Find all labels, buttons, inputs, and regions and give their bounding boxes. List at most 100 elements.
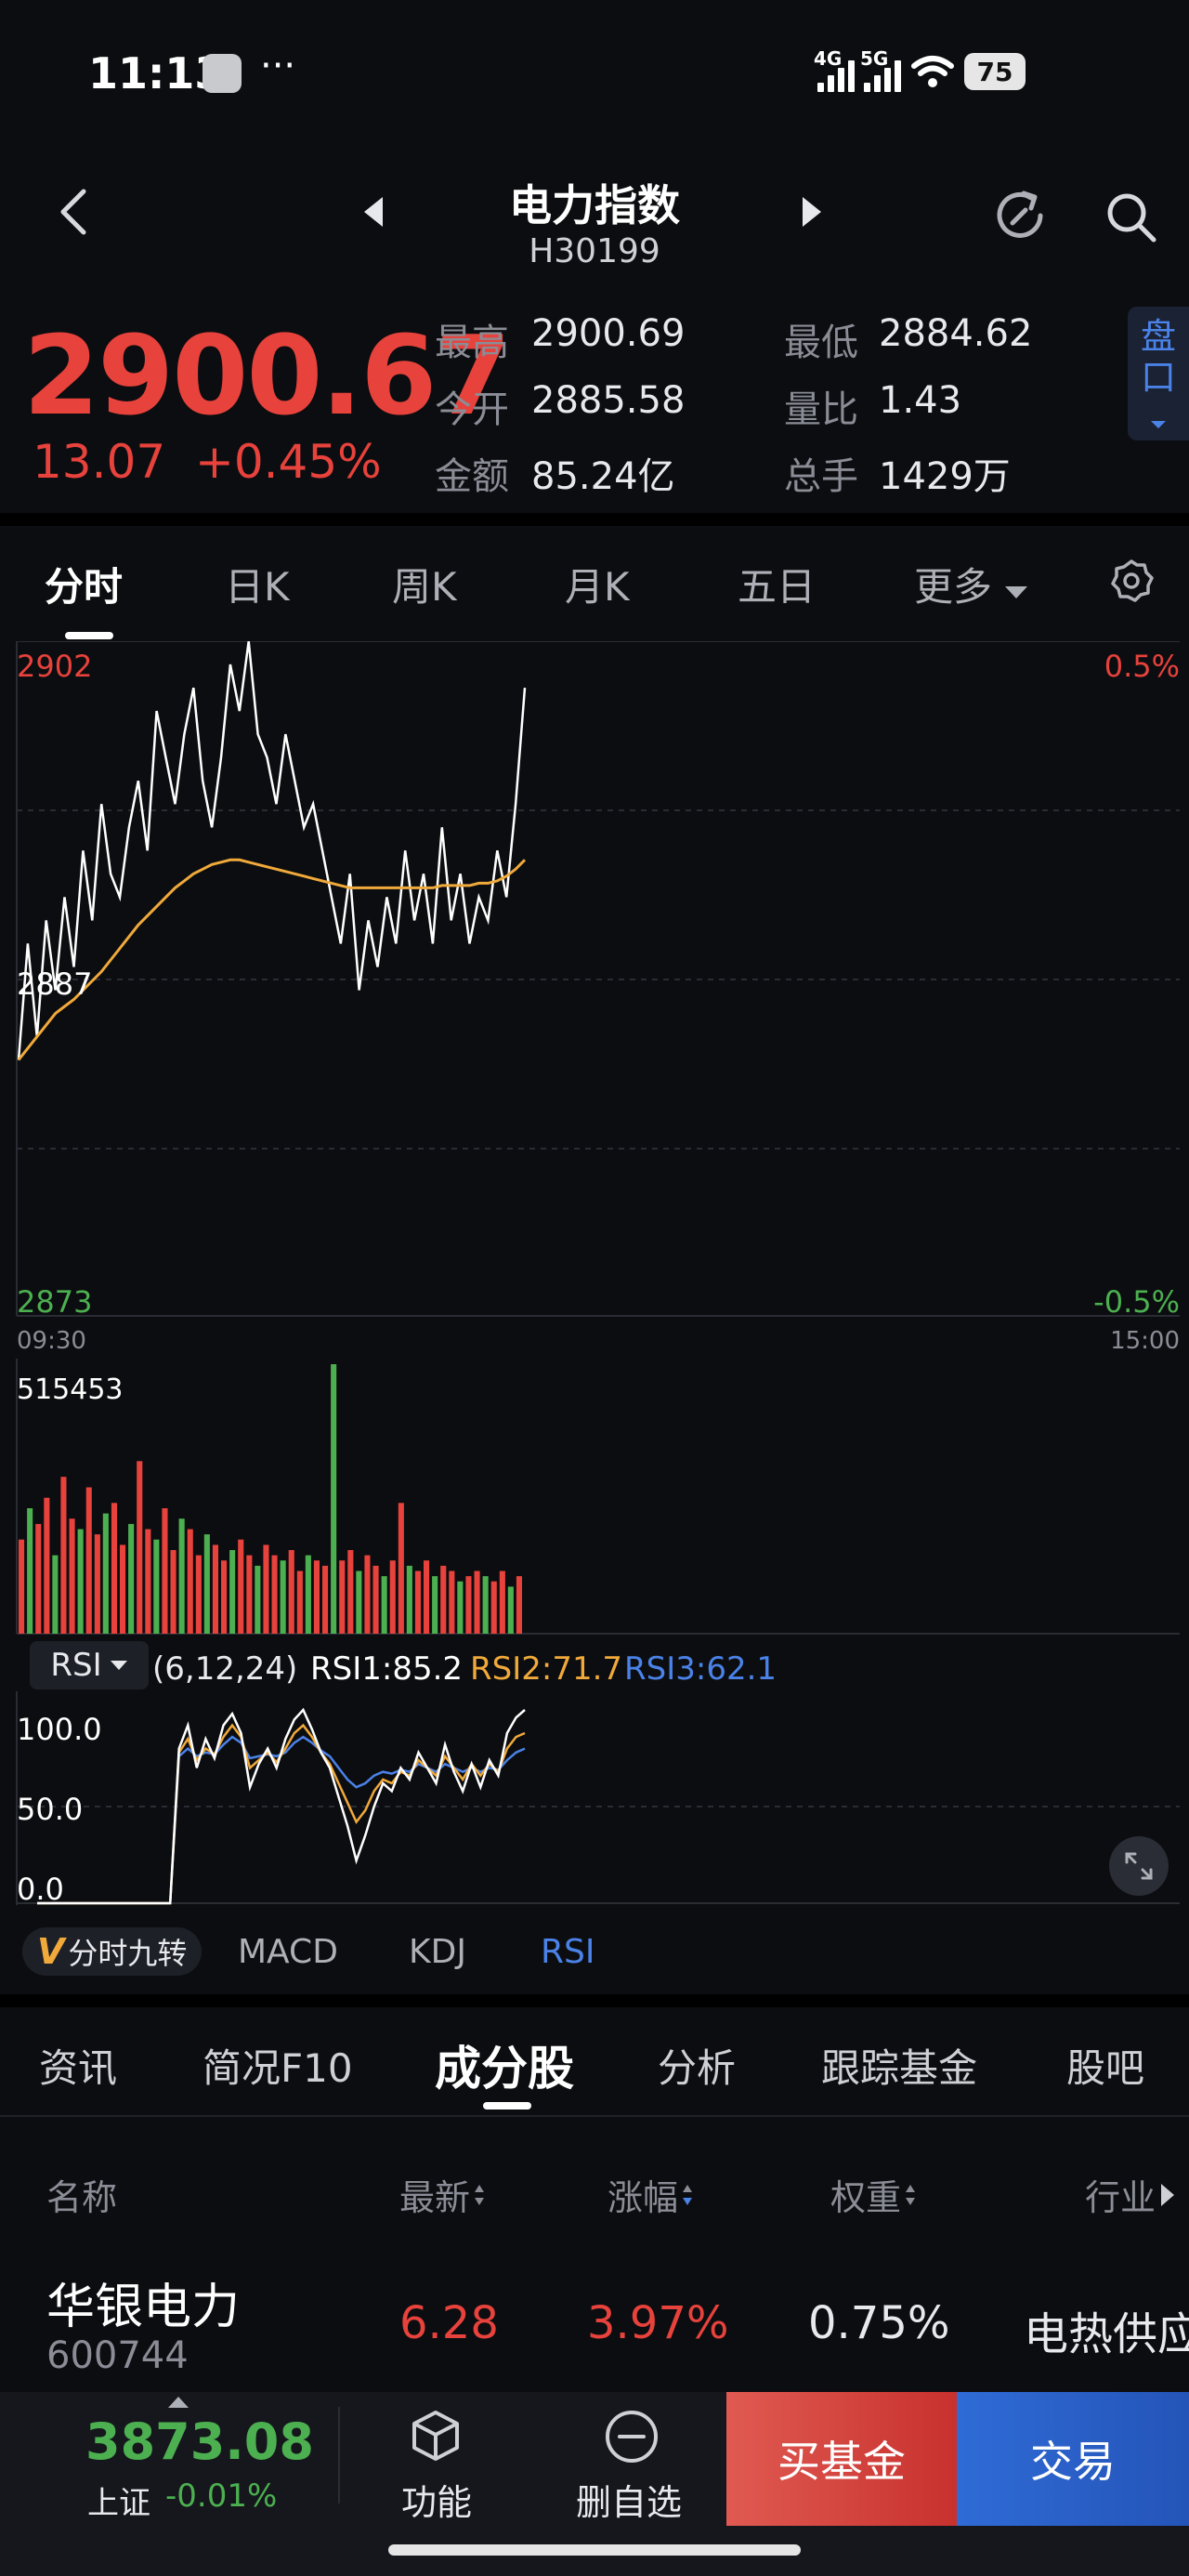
volume-bar xyxy=(85,1487,92,1634)
indicator-select-label: RSI xyxy=(50,1647,102,1684)
network-4g-label: 4G xyxy=(814,47,843,70)
rsi3-value: RSI3:62.1 xyxy=(624,1650,777,1688)
volume-bar xyxy=(449,1571,455,1634)
tab-five-day[interactable]: 五日 xyxy=(738,564,817,610)
stat-amount-value: 85.24亿 xyxy=(531,455,675,498)
nine-turn-button[interactable]: V 分时九转 xyxy=(22,1927,203,1976)
average-price-line xyxy=(17,858,527,1061)
fullscreen-button[interactable] xyxy=(1109,1836,1169,1896)
network-5g-label: 5G xyxy=(860,47,889,70)
status-time: 11:13 xyxy=(88,48,225,99)
refresh-button[interactable] xyxy=(990,186,1050,245)
tab-rsi[interactable]: RSI xyxy=(541,1933,595,1971)
stat-high-label: 最高 xyxy=(435,322,509,364)
index-value: 3873.08 xyxy=(85,2412,314,2471)
tab-f10[interactable]: 简况F10 xyxy=(203,2045,353,2091)
tab-more[interactable]: 更多 xyxy=(914,556,1028,612)
back-button[interactable] xyxy=(56,186,93,238)
tab-macd[interactable]: MACD xyxy=(238,1933,338,1971)
volume-bar xyxy=(288,1550,294,1634)
chart-settings-icon[interactable] xyxy=(1109,558,1154,602)
volume-bar xyxy=(271,1555,278,1634)
volume-bar xyxy=(35,1523,42,1634)
tab-forum[interactable]: 股吧 xyxy=(1066,2045,1145,2091)
col-latest[interactable]: 最新 xyxy=(399,2169,485,2220)
function-label: 功能 xyxy=(401,2482,473,2523)
volume-bar xyxy=(255,1565,261,1634)
nine-turn-label: 分时九转 xyxy=(68,1936,188,1971)
col-change[interactable]: 涨幅 xyxy=(608,2169,693,2220)
volume-bar xyxy=(432,1576,438,1634)
function-button[interactable]: 功能 xyxy=(372,2392,502,2526)
next-index-button[interactable] xyxy=(801,195,823,229)
tab-daily-k[interactable]: 日K xyxy=(225,564,290,610)
volume-bar xyxy=(60,1477,67,1634)
volume-max-label: 515453 xyxy=(17,1373,124,1406)
expand-icon xyxy=(1125,1852,1153,1880)
status-more-icon: ··· xyxy=(260,45,296,87)
buy-fund-button[interactable]: 买基金 xyxy=(726,2392,957,2526)
volume-bar xyxy=(296,1571,303,1634)
home-indicator[interactable] xyxy=(388,2544,801,2556)
index-title: 电力指数 xyxy=(509,180,680,230)
intraday-chart[interactable] xyxy=(0,641,1189,1320)
price-change: 13.07 +0.45% xyxy=(33,435,382,489)
volume-bar xyxy=(212,1544,218,1634)
tab-weekly-k[interactable]: 周K xyxy=(392,564,457,610)
volume-bar xyxy=(465,1576,472,1634)
volume-bar xyxy=(102,1513,109,1634)
volume-bar xyxy=(381,1576,387,1634)
volume-bar xyxy=(507,1586,514,1634)
order-book-toggle[interactable]: 盘口 xyxy=(1128,307,1189,440)
pct-axis-high: 0.5% xyxy=(1104,649,1180,684)
y-axis-mid: 2887 xyxy=(17,966,93,1002)
index-code: H30199 xyxy=(529,232,660,270)
volume-bar xyxy=(356,1571,362,1634)
volume-bar xyxy=(195,1555,202,1634)
remove-watchlist-label: 删自选 xyxy=(576,2482,683,2523)
tab-kdj[interactable]: KDJ xyxy=(409,1933,466,1971)
stat-volratio-label: 量比 xyxy=(784,388,858,431)
volume-bar xyxy=(145,1529,151,1634)
volume-bar xyxy=(137,1461,143,1634)
caret-up-icon xyxy=(168,2397,189,2408)
search-button[interactable] xyxy=(1104,190,1159,245)
volume-bar xyxy=(414,1571,421,1634)
col-weight[interactable]: 权重 xyxy=(830,2169,916,2220)
tabs-divider xyxy=(0,2115,1189,2117)
rsi1-value: RSI1:85.2 xyxy=(310,1650,464,1688)
volume-bar xyxy=(372,1565,379,1634)
trade-label: 交易 xyxy=(1030,2437,1116,2487)
trade-button[interactable]: 交易 xyxy=(957,2392,1189,2526)
tab-monthly-k[interactable]: 月K xyxy=(565,564,630,610)
tab-constituents[interactable]: 成分股 xyxy=(435,2042,574,2096)
col-change-label: 涨幅 xyxy=(608,2177,679,2218)
tab-more-label: 更多 xyxy=(914,564,993,610)
stat-volume-value: 1429万 xyxy=(879,455,1011,498)
volume-bar xyxy=(499,1571,505,1634)
tab-analysis[interactable]: 分析 xyxy=(658,2045,737,2091)
volume-bar xyxy=(170,1550,176,1634)
index-change: -0.01% xyxy=(165,2477,278,2515)
volume-bar xyxy=(120,1544,126,1634)
tab-tracking-funds[interactable]: 跟踪基金 xyxy=(821,2045,978,2091)
market-index-widget[interactable]: 3873.08 上证 -0.01% xyxy=(22,2392,334,2526)
scroll-right-icon xyxy=(1161,2183,1175,2206)
volume-bar xyxy=(457,1581,464,1634)
indicator-select[interactable]: RSI xyxy=(30,1641,149,1689)
prev-index-button[interactable] xyxy=(362,195,385,229)
col-industry[interactable]: 行业 xyxy=(1085,2169,1176,2220)
remove-watchlist-button[interactable]: 删自选 xyxy=(563,2392,712,2526)
tab-news[interactable]: 资讯 xyxy=(39,2045,118,2091)
volume-bar xyxy=(77,1529,84,1634)
tab-active-indicator xyxy=(65,632,113,639)
volume-bar xyxy=(238,1539,244,1634)
tab-intraday[interactable]: 分时 xyxy=(45,564,124,610)
stock-code: 600744 xyxy=(46,2334,189,2377)
time-end: 15:00 xyxy=(1110,1327,1180,1355)
y-axis-high: 2902 xyxy=(17,649,93,684)
sort-icon xyxy=(475,2184,485,2205)
col-industry-label: 行业 xyxy=(1085,2177,1156,2218)
table-row[interactable]: 华银电力 600744 6.28 3.97% 0.75% 电热供应 xyxy=(0,2249,1189,2388)
volume-bar xyxy=(229,1550,236,1634)
